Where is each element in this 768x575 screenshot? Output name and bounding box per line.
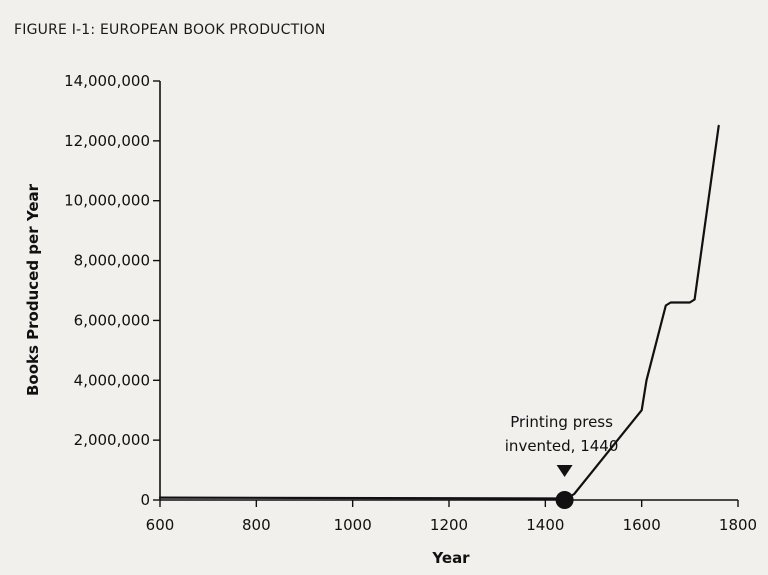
x-tick-label: 600 bbox=[146, 516, 175, 534]
x-tick-label: 1800 bbox=[719, 516, 757, 534]
y-tick-label: 12,000,000 bbox=[64, 132, 150, 150]
y-tick-label: 0 bbox=[140, 491, 150, 509]
y-tick-label: 14,000,000 bbox=[64, 72, 150, 90]
figure-title: FIGURE I-1: EUROPEAN BOOK PRODUCTION bbox=[14, 22, 326, 38]
y-tick-label: 2,000,000 bbox=[74, 431, 150, 449]
annotation-text-line: Printing press bbox=[510, 413, 613, 431]
y-tick-label: 10,000,000 bbox=[64, 192, 150, 210]
x-tick-label: 1000 bbox=[334, 516, 372, 534]
series-line-book-production bbox=[158, 124, 720, 500]
x-axis-title: Year bbox=[431, 549, 470, 567]
y-tick-label: 6,000,000 bbox=[74, 311, 150, 329]
series-layer bbox=[158, 124, 720, 500]
x-tick-label: 1600 bbox=[623, 516, 661, 534]
y-axis-title: Books Produced per Year bbox=[24, 183, 42, 396]
x-tick-label: 800 bbox=[242, 516, 271, 534]
x-tick-label: 1400 bbox=[526, 516, 564, 534]
annotation-layer: Printing press invented, 1440 bbox=[505, 413, 619, 509]
chart-axes bbox=[159, 81, 738, 501]
chart-ticks: 600 800 1000 1200 1400 1600 1800 0 2,000,000 4,00… bbox=[64, 72, 757, 534]
annotation-pointer-triangle bbox=[556, 465, 573, 477]
annotation-text-line: invented, 1440 bbox=[505, 437, 619, 455]
annotation-marker-dot bbox=[555, 491, 574, 509]
x-tick-label: 1200 bbox=[430, 516, 468, 534]
y-tick-label: 8,000,000 bbox=[74, 252, 150, 270]
y-tick-label: 4,000,000 bbox=[74, 371, 150, 389]
